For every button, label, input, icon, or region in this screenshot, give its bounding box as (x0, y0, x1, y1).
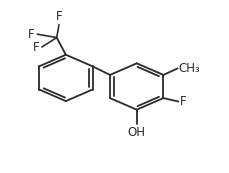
Text: F: F (55, 10, 62, 23)
Text: F: F (179, 95, 185, 108)
Text: F: F (28, 28, 35, 41)
Text: CH₃: CH₃ (178, 62, 200, 75)
Text: F: F (33, 40, 39, 53)
Text: OH: OH (127, 126, 145, 139)
